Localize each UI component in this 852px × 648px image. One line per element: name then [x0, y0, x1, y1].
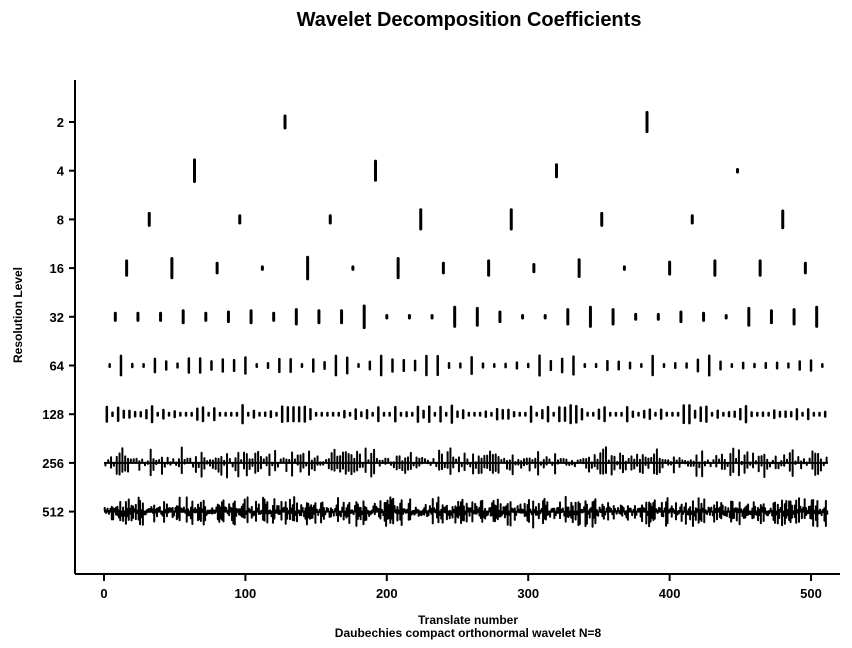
x-tick-label: 0 [100, 586, 107, 601]
x-tick-label: 200 [376, 586, 398, 601]
y-tick-label: 512 [42, 505, 64, 520]
y-tick-label: 128 [42, 407, 64, 422]
x-axis: 0 100 200 300 400 500 [100, 574, 822, 601]
y-axis-label: Resolution Level [11, 267, 25, 363]
x-axis-sublabel: Daubechies compact orthonormal wavelet N… [335, 626, 602, 640]
y-tick-label: 16 [50, 261, 64, 276]
y-tick-label: 256 [42, 456, 64, 471]
y-axis: 2 4 8 16 32 64 128 256 512 [42, 115, 75, 520]
y-tick-label: 2 [57, 115, 64, 130]
y-tick-label: 8 [57, 212, 64, 227]
y-tick-label: 4 [57, 164, 65, 179]
chart-title: Wavelet Decomposition Coefficients [297, 9, 642, 31]
coefficient-marks [104, 112, 828, 527]
y-tick-label: 32 [50, 310, 64, 325]
plot-frame [75, 80, 840, 574]
x-tick-label: 400 [659, 586, 681, 601]
x-tick-label: 100 [235, 586, 257, 601]
x-tick-label: 500 [800, 586, 822, 601]
x-tick-label: 300 [517, 586, 539, 601]
y-tick-label: 64 [50, 359, 65, 374]
x-axis-label: Translate number [418, 613, 518, 627]
